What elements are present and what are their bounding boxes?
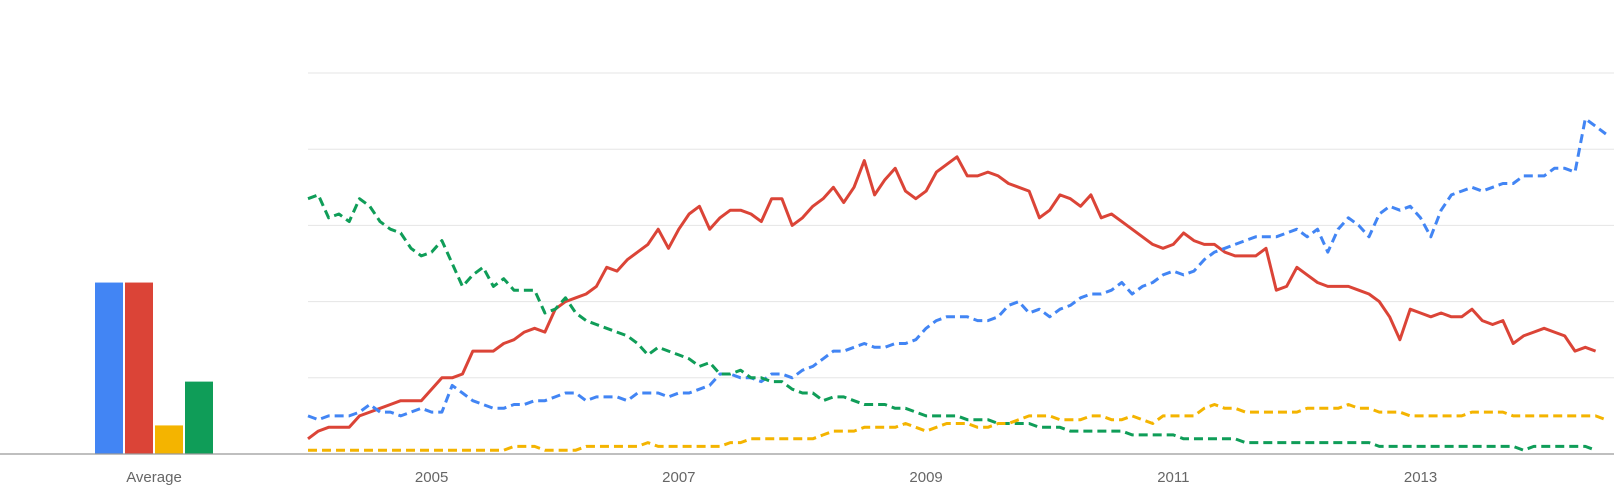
series-line — [307, 193, 1597, 452]
average-bars — [95, 282, 213, 454]
grid-lines — [308, 72, 1614, 379]
x-tick-label: 2011 — [1157, 469, 1189, 486]
x-tick-label: 2013 — [1404, 469, 1437, 486]
x-tick-label: 2005 — [415, 469, 448, 486]
series-lines — [307, 117, 1607, 452]
average-bar — [155, 425, 183, 454]
series-line — [307, 155, 1597, 441]
series-line — [308, 403, 1607, 452]
average-bar — [95, 282, 123, 454]
x-tick-labels: 2005 2007 2009 2011 2013 — [415, 469, 1437, 486]
average-bar — [185, 381, 213, 454]
x-tick-label: 2009 — [909, 469, 942, 486]
series-line — [307, 117, 1607, 422]
average-bar — [125, 282, 153, 454]
average-tick-label: Average — [126, 469, 182, 486]
x-tick-label: 2007 — [662, 469, 695, 486]
